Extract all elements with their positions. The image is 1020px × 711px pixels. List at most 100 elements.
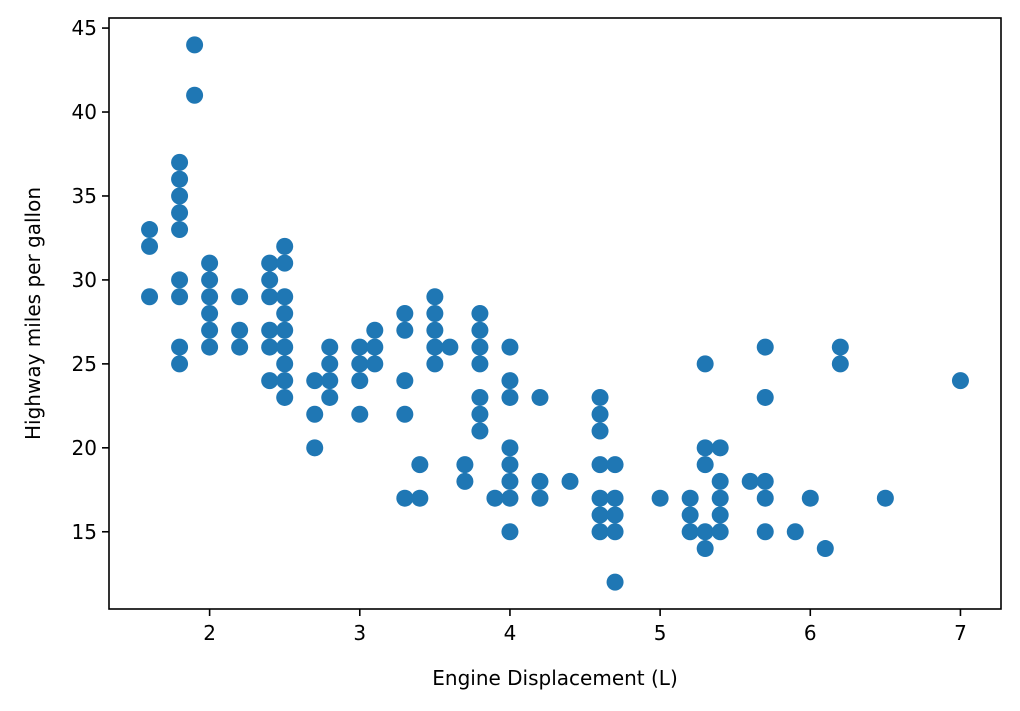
data-point (756, 472, 774, 490)
data-point (531, 388, 549, 406)
data-point (276, 372, 294, 390)
data-point (141, 288, 159, 306)
data-point (831, 338, 849, 356)
data-point (606, 506, 624, 524)
data-point (681, 506, 699, 524)
y-axis-title: Highway miles per gallon (21, 187, 45, 440)
data-point (321, 338, 339, 356)
data-point (486, 489, 504, 507)
data-point (396, 305, 414, 322)
data-point (351, 338, 369, 356)
data-point (276, 321, 294, 339)
data-point (756, 388, 774, 406)
data-point (231, 288, 249, 306)
data-point (681, 523, 699, 541)
data-point (366, 355, 384, 373)
data-point (711, 506, 729, 524)
data-point (471, 405, 489, 423)
data-point (171, 204, 189, 222)
data-point (426, 338, 444, 356)
y-tick-label: 20 (72, 436, 97, 460)
data-point (276, 338, 294, 356)
data-point (201, 305, 219, 322)
data-point (396, 321, 414, 339)
data-point (531, 489, 549, 507)
y-tick-label: 15 (72, 520, 97, 544)
data-point (591, 523, 609, 541)
data-point (306, 405, 324, 423)
data-point (276, 305, 294, 322)
data-point (471, 321, 489, 339)
data-point (741, 472, 759, 490)
data-point (591, 456, 609, 474)
data-point (531, 472, 549, 490)
data-point (606, 456, 624, 474)
data-point (756, 338, 774, 356)
data-point (501, 439, 519, 457)
data-point (171, 153, 189, 171)
data-point (591, 422, 609, 440)
data-point (501, 523, 519, 541)
data-point (396, 405, 414, 423)
x-axis-title: Engine Displacement (L) (432, 666, 678, 690)
data-point (321, 355, 339, 373)
data-point (651, 489, 669, 507)
data-point (366, 338, 384, 356)
plot-frame (108, 17, 1002, 610)
data-point (501, 388, 519, 406)
data-point (321, 372, 339, 390)
data-point (816, 540, 834, 558)
data-point (366, 321, 384, 339)
data-point (261, 254, 279, 272)
data-point (171, 170, 189, 188)
data-point (171, 288, 189, 306)
data-point (276, 288, 294, 306)
data-point (606, 523, 624, 541)
data-point (261, 271, 279, 289)
data-point (786, 523, 804, 541)
data-point (186, 86, 204, 104)
data-point (171, 221, 189, 239)
y-tick-label: 45 (72, 16, 97, 40)
data-point (411, 489, 429, 507)
data-point (186, 36, 204, 54)
data-point (411, 456, 429, 474)
x-tick-label: 2 (203, 621, 216, 645)
data-point (276, 237, 294, 255)
data-point (696, 523, 714, 541)
data-point (276, 388, 294, 406)
data-point (171, 338, 189, 356)
data-point (426, 321, 444, 339)
data-point (306, 372, 324, 390)
data-point (471, 422, 489, 440)
data-point (756, 489, 774, 507)
data-point (471, 305, 489, 322)
data-point (306, 439, 324, 457)
data-point (696, 439, 714, 457)
data-point (681, 489, 699, 507)
data-point (456, 456, 474, 474)
data-point (201, 338, 219, 356)
data-point (396, 372, 414, 390)
data-point (696, 355, 714, 373)
data-point (591, 489, 609, 507)
data-points (141, 36, 969, 591)
data-point (501, 489, 519, 507)
data-point (171, 355, 189, 373)
data-point (261, 338, 279, 356)
data-point (876, 489, 894, 507)
data-point (501, 472, 519, 490)
data-point (501, 372, 519, 390)
data-point (501, 338, 519, 356)
data-point (471, 388, 489, 406)
data-point (276, 355, 294, 373)
data-point (471, 338, 489, 356)
y-tick-label: 40 (72, 100, 97, 124)
data-point (711, 472, 729, 490)
x-tick-label: 3 (353, 621, 366, 645)
data-point (201, 271, 219, 289)
data-point (561, 472, 579, 490)
data-point (396, 489, 414, 507)
data-point (696, 456, 714, 474)
